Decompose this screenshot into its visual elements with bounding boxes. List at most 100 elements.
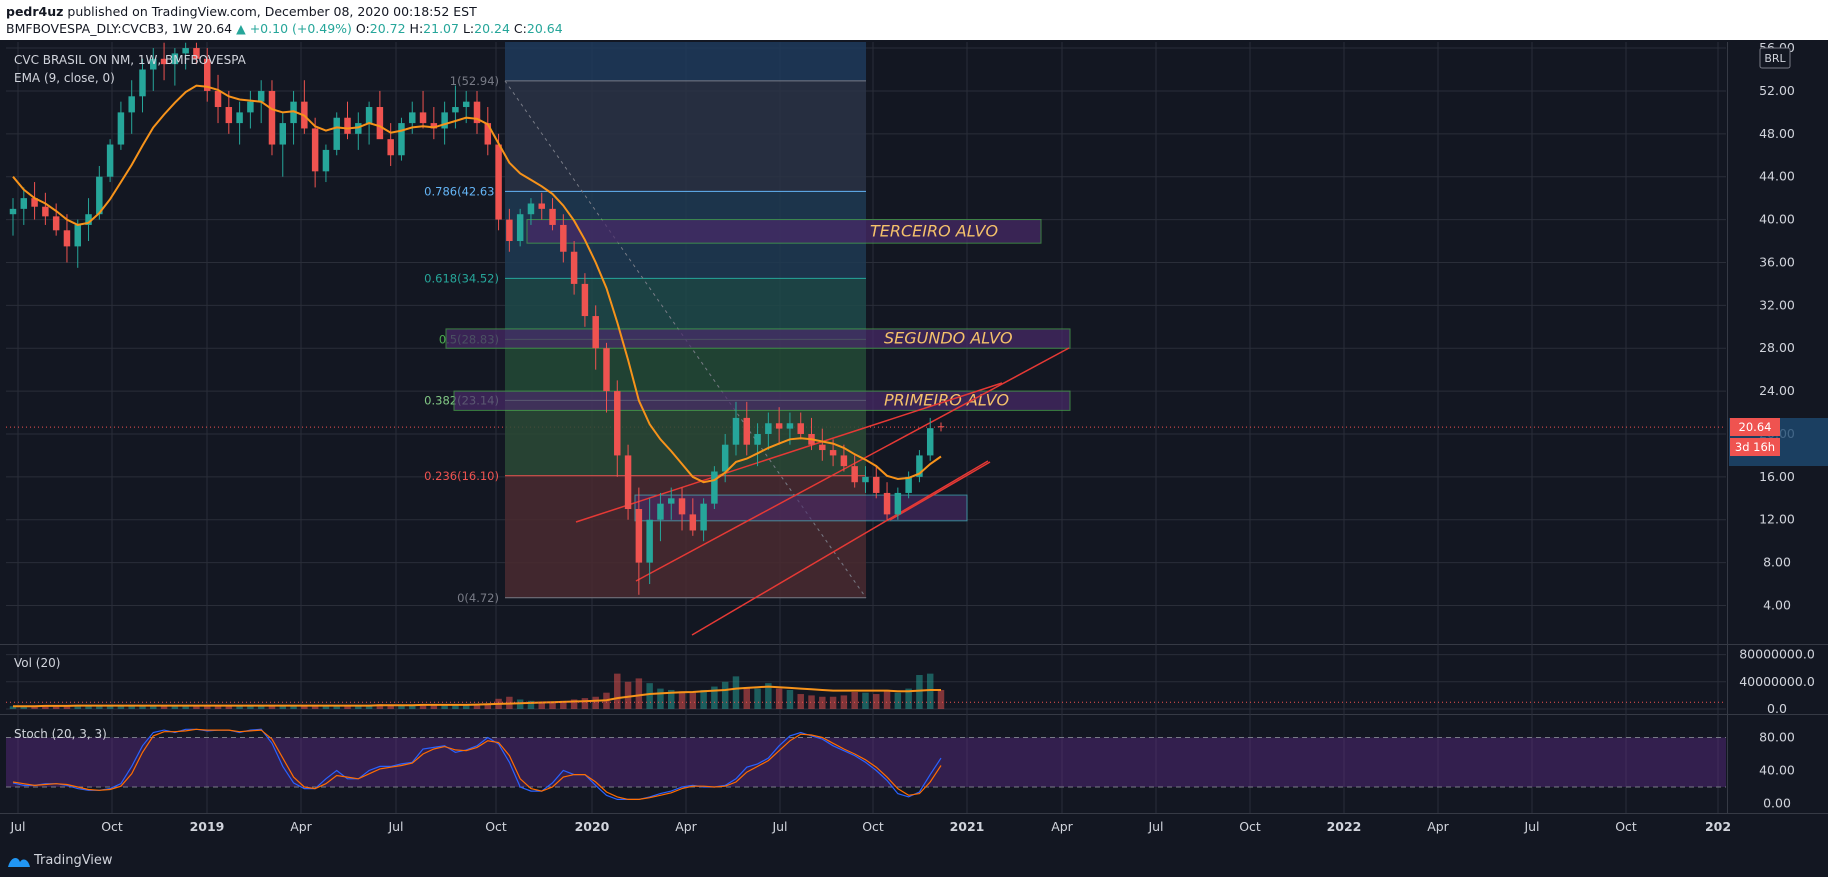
- candle-body: [344, 117, 351, 134]
- volume-bar: [257, 705, 265, 709]
- volume-bar: [247, 704, 254, 709]
- stoch-tick-label: 40.00: [1759, 763, 1795, 778]
- volume-bar: [96, 705, 103, 709]
- volume-bar: [430, 704, 438, 709]
- volume-pane: [6, 673, 1726, 709]
- time-tick-label: Oct: [1239, 819, 1261, 834]
- time-tick-label: 2022: [1327, 819, 1362, 834]
- high-value: 21.07: [423, 21, 459, 36]
- volume-bar: [635, 678, 643, 709]
- volume-bar: [592, 696, 599, 709]
- volume-bar: [31, 706, 38, 709]
- volume-bar: [516, 699, 524, 709]
- price-tick-label: 32.00: [1759, 297, 1795, 312]
- stoch-tick-label: 80.00: [1759, 730, 1795, 745]
- channel-trend-line[interactable]: [575, 382, 1003, 523]
- fib-zone: [505, 339, 866, 401]
- tradingview-logo-icon[interactable]: [6, 854, 32, 870]
- candle-body: [711, 471, 718, 504]
- symbol-label: BMFBOVESPA_DLY:CVCB3, 1W: [6, 21, 193, 36]
- volume-bar: [570, 699, 578, 709]
- volume-bar: [840, 695, 848, 709]
- candle-body: [96, 176, 103, 215]
- candle-body: [376, 107, 384, 140]
- volume-bar: [700, 689, 707, 709]
- last-price-tag: [1730, 418, 1780, 436]
- fib-level-label: 1(52.94): [450, 74, 499, 88]
- footer-bar: TradingView: [0, 846, 1828, 877]
- candle-body: [646, 519, 653, 563]
- price-tick-label: 24.00: [1759, 383, 1795, 398]
- open-label: O:: [355, 21, 370, 36]
- volume-bar: [646, 683, 653, 709]
- target-zone-box[interactable]: [526, 219, 1042, 244]
- trend-lines[interactable]: [575, 0, 1600, 636]
- target-zone-label: TERCEIRO ALVO: [870, 221, 998, 240]
- candle-body: [549, 208, 556, 225]
- legend-title: CVC BRASIL ON NM, 1W, BMFBOVESPA: [14, 53, 247, 67]
- legend-ema: EMA (9, close, 0): [14, 71, 115, 85]
- channel-trend-line[interactable]: [889, 461, 991, 521]
- time-tick-label: 202: [1705, 819, 1731, 834]
- currency-badge[interactable]: [1759, 47, 1791, 69]
- candle-body: [484, 123, 492, 145]
- candle-body: [614, 391, 621, 456]
- time-axis[interactable]: Jul Oct 2019 Apr Jul Oct 2020 Apr Jul Oct 2021 Apr J…: [9, 819, 1731, 834]
- countdown-tag: [1730, 438, 1780, 456]
- candle-body: [667, 498, 675, 504]
- symbol-ohlc-line: BMFBOVESPA_DLY:CVCB3, 1W 20.64 ▲ +0.10 (…: [6, 21, 563, 36]
- price-tick-label: 36.00: [1759, 254, 1795, 269]
- stoch-tick-label: 0.00: [1763, 796, 1791, 811]
- target-zone-box[interactable]: [445, 328, 1071, 349]
- price-tick-label: 44.00: [1759, 169, 1795, 184]
- volume-bar: [862, 692, 869, 709]
- high-label: H:: [409, 21, 424, 36]
- volume-bar: [560, 700, 567, 709]
- price-tick-label: 12.00: [1759, 512, 1795, 527]
- time-tick-label: 2019: [190, 819, 225, 834]
- low-value: 20.24: [474, 21, 510, 36]
- candle-body: [689, 514, 697, 531]
- low-label: L:: [462, 21, 475, 36]
- publisher-name[interactable]: pedr4uz: [6, 4, 64, 19]
- volume-bar: [322, 705, 330, 709]
- candle-body: [171, 53, 179, 65]
- candle-body: [883, 492, 891, 515]
- volume-bar: [732, 676, 740, 709]
- countdown-tag-value: 3d 16h: [1735, 440, 1775, 454]
- footer-brand[interactable]: TradingView: [34, 853, 113, 868]
- last-price: 20.64: [196, 21, 233, 36]
- candle-body: [840, 455, 848, 467]
- price-tick-label: 16.00: [1759, 469, 1795, 484]
- candle-body: [452, 107, 459, 113]
- price-tick-label: 48.00: [1759, 126, 1795, 141]
- channel-trend-line[interactable]: [691, 460, 989, 636]
- candle-body: [31, 198, 38, 207]
- volume-bar: [819, 696, 826, 709]
- candle-body: [829, 450, 837, 456]
- target-zone-box[interactable]: [453, 390, 1071, 411]
- candle-body: [333, 117, 340, 150]
- time-tick-label: Jul: [771, 819, 787, 834]
- volume-bar: [581, 698, 589, 709]
- stochastic-pane: [6, 728, 1726, 801]
- time-tick-label: Apr: [1427, 819, 1449, 834]
- volume-bar: [721, 681, 729, 709]
- candle-body: [322, 149, 330, 172]
- candle-body: [894, 492, 902, 515]
- volume-bar: [398, 705, 405, 709]
- candle-body: [916, 455, 923, 477]
- chart-canvas[interactable]: 1(52.94)0.786(42.63)0.618(34.52)0.5(28.8…: [0, 0, 1828, 846]
- candle-body: [527, 203, 535, 215]
- candle-body: [819, 444, 826, 451]
- volume-bar: [614, 673, 621, 709]
- channel-trend-line[interactable]: [635, 347, 1070, 582]
- close-label: C:: [513, 21, 527, 36]
- candle-body: [182, 48, 189, 54]
- candle-body: [236, 112, 243, 124]
- volume-bar: [894, 692, 902, 709]
- volume-bar: [711, 686, 718, 709]
- candle-body: [74, 224, 81, 247]
- stoch-d-line: [12, 728, 942, 801]
- candle-body: [624, 455, 632, 510]
